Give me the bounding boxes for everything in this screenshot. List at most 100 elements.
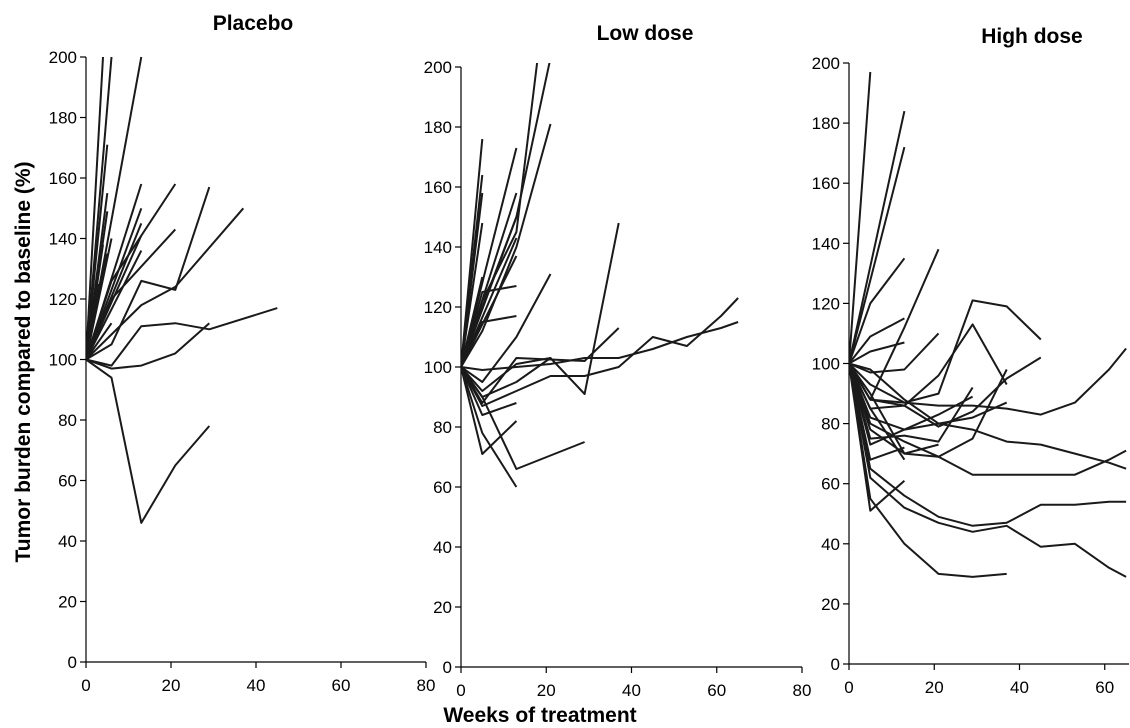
y-tick-label: 60 [821, 475, 840, 494]
series-line-15 [461, 273, 552, 383]
y-tick-label: 100 [49, 351, 77, 370]
series-line-18 [86, 183, 177, 360]
y-tick-label: 180 [49, 109, 77, 128]
y-tick-label: 0 [831, 655, 840, 674]
series-line-2 [849, 146, 906, 364]
y-tick-label: 120 [812, 294, 840, 313]
y-tick-label: 80 [433, 418, 452, 437]
series-line-4 [849, 317, 905, 365]
series-line-16 [849, 363, 974, 446]
series-line-10 [461, 63, 539, 368]
y-tick-label: 160 [812, 174, 840, 193]
y-tick-label: 0 [443, 658, 452, 677]
y-tick-label: 80 [58, 411, 77, 430]
series-line-17 [849, 363, 1127, 527]
series-line-13 [461, 285, 517, 368]
series-line-20 [86, 186, 211, 361]
y-tick-label: 40 [58, 532, 77, 551]
series-line-2 [86, 144, 109, 360]
series-line-15 [849, 363, 974, 443]
x-tick-label: 0 [81, 676, 90, 695]
series-line-23 [86, 322, 210, 370]
panel-title: High dose [981, 25, 1083, 48]
series-line-0 [849, 71, 872, 364]
series-line-19 [461, 321, 739, 371]
y-tick-label: 40 [821, 535, 840, 554]
x-tick-label: 0 [456, 681, 465, 700]
series-line-1 [849, 110, 906, 364]
series-line-23 [849, 363, 906, 461]
panel-title: Low dose [597, 22, 694, 45]
series-line-20 [849, 363, 906, 512]
series-line-24 [849, 362, 1008, 425]
x-tick-label: 20 [537, 681, 556, 700]
x-tick-label: 40 [247, 676, 266, 695]
series-line-22 [461, 366, 518, 455]
x-tick-label: 60 [707, 681, 726, 700]
series-line-24 [461, 366, 585, 470]
series-line-11 [461, 63, 551, 368]
series-line-15 [86, 250, 143, 360]
y-tick-label: 20 [821, 595, 840, 614]
y-tick-label: 120 [49, 290, 77, 309]
y-tick-label: 60 [58, 472, 77, 491]
series-line-7 [849, 332, 940, 374]
y-tick-label: 100 [424, 358, 452, 377]
y-tick-label: 140 [49, 230, 77, 249]
x-tick-label: 80 [417, 676, 436, 695]
series-line-10 [849, 356, 1042, 428]
series-group [86, 56, 278, 524]
panel-2: High dose 0 20 40 60 80 100 120 140 160 180 200 0 20 4… [812, 25, 1129, 697]
y-tick-label: 100 [812, 355, 840, 374]
y-tick-label: 0 [68, 653, 77, 672]
x-tick-label: 0 [844, 678, 853, 697]
series-line-5 [849, 341, 905, 365]
series-line-22 [86, 307, 278, 367]
x-tick-label: 40 [622, 681, 641, 700]
y-tick-label: 120 [424, 298, 452, 317]
y-tick-label: 80 [821, 415, 840, 434]
series-line-19 [849, 363, 1007, 578]
y-tick-label: 200 [424, 58, 452, 77]
series-line-19 [86, 228, 177, 360]
series-line-20 [461, 357, 551, 392]
series-line-10 [86, 238, 113, 360]
x-axis-title: Weeks of treatment [443, 704, 636, 727]
series-line-21 [461, 366, 517, 416]
series-line-22 [849, 362, 939, 455]
y-tick-label: 160 [49, 169, 77, 188]
y-tick-label: 20 [433, 598, 452, 617]
panel-0: Placebo 0 20 40 60 80 100 120 140 160 180 200 0 20 40 6… [49, 12, 436, 695]
y-tick-label: 180 [812, 114, 840, 133]
x-tick-label: 20 [162, 676, 181, 695]
y-tick-label: 20 [58, 593, 77, 612]
y-tick-label: 140 [424, 238, 452, 257]
series-line-0 [86, 56, 104, 360]
panel-1: Low dose 0 20 40 60 80 100 120 140 160 180 200 0 20 40… [424, 22, 812, 700]
y-tick-label: 140 [812, 234, 840, 253]
y-axis-title: Tumor burden compared to baseline (%) [12, 162, 35, 563]
series-line-18 [849, 363, 1127, 578]
x-tick-label: 60 [1095, 678, 1114, 697]
series-line-9 [849, 299, 1042, 404]
series-line-3 [461, 222, 484, 368]
y-tick-label: 180 [424, 118, 452, 137]
series-line-18 [461, 297, 739, 407]
series-group [849, 71, 1127, 578]
x-tick-label: 80 [793, 681, 812, 700]
series-line-11 [849, 347, 1127, 416]
series-line-14 [461, 315, 517, 368]
y-tick-label: 160 [424, 178, 452, 197]
series-line-21 [849, 363, 905, 461]
series-group [461, 63, 739, 488]
y-tick-label: 60 [433, 478, 452, 497]
series-line-17 [86, 322, 113, 361]
x-tick-label: 20 [925, 678, 944, 697]
series-line-23 [461, 366, 518, 488]
series-line-5 [461, 147, 518, 368]
x-tick-label: 40 [1010, 678, 1029, 697]
panel-title: Placebo [213, 12, 294, 35]
series-line-3 [849, 257, 906, 364]
y-tick-label: 200 [49, 48, 77, 67]
